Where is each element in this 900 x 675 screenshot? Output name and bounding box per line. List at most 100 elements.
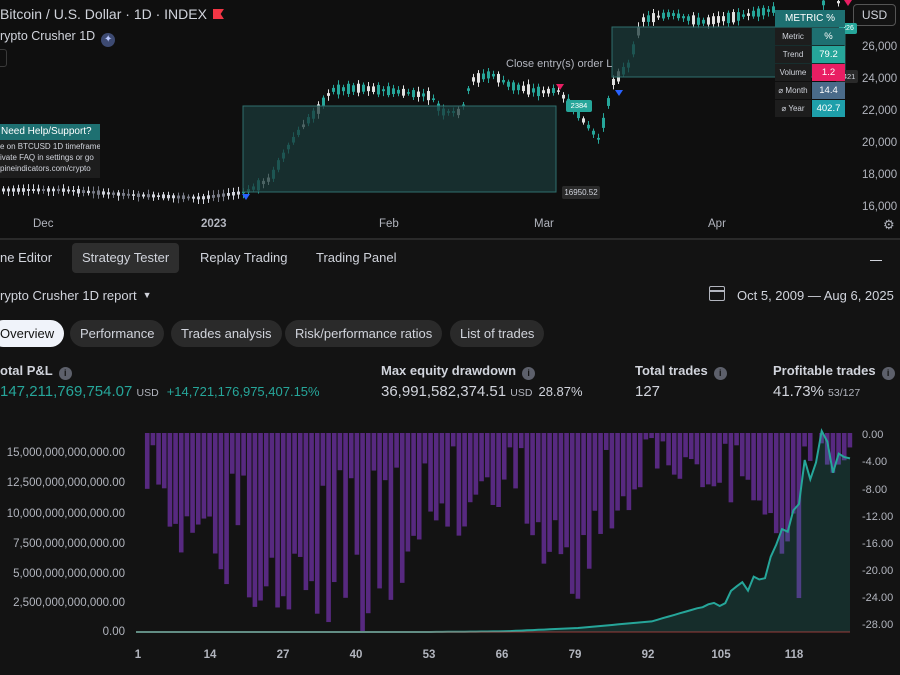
drawdown-bar	[150, 433, 156, 446]
tab-pine-editor[interactable]: ne Editor	[0, 250, 53, 265]
candle-body	[52, 188, 55, 192]
pill-performance[interactable]: Performance	[70, 320, 165, 347]
candle-body	[422, 93, 425, 97]
pill-trades-analysis[interactable]: Trades analysis	[171, 320, 282, 347]
price-chart[interactable]: Bitcoin / U.S. Dollar · 1D · INDEX rypto…	[0, 0, 900, 238]
candle-body	[747, 13, 750, 16]
candle-body	[712, 16, 715, 25]
x-tick: Feb	[379, 218, 399, 230]
candle-body	[382, 89, 385, 92]
tab-trading-panel[interactable]: Trading Panel	[316, 250, 397, 265]
report-selector[interactable]: rypto Crusher 1D report ▼	[0, 288, 152, 303]
candle-body	[562, 94, 565, 99]
metric-label: Volume	[775, 64, 811, 81]
drawdown-bar	[785, 433, 790, 542]
minimize-icon[interactable]	[870, 260, 882, 261]
candle-body	[407, 92, 410, 94]
y-right-tick: 0.00	[862, 429, 884, 441]
drawdown-bar	[802, 433, 807, 447]
candle-body	[12, 188, 15, 192]
y-left-tick: 10,000,000,000,000.00	[6, 508, 125, 520]
symbol-title[interactable]: Bitcoin / U.S. Dollar · 1D · INDEX	[0, 6, 224, 22]
candle-body	[582, 118, 585, 123]
candle-body	[757, 8, 760, 17]
candle-body	[727, 12, 730, 24]
candle-body	[102, 191, 105, 195]
y-left-tick: 15,000,000,000,000.00	[6, 447, 125, 459]
y-right-tick: -8.00	[862, 484, 888, 496]
drawdown-bar	[484, 433, 490, 478]
indicator-legend[interactable]: rypto Crusher 1D ✦	[0, 29, 116, 47]
drawdown-bar	[649, 433, 654, 439]
currency-button[interactable]: USD	[853, 4, 896, 26]
drawdown-bar	[728, 433, 734, 503]
candle-body	[202, 196, 205, 200]
pill-list-of-trades[interactable]: List of trades	[450, 320, 545, 347]
candle-body	[702, 19, 705, 24]
candle-body	[7, 188, 10, 192]
drawdown-bar	[796, 433, 802, 599]
candle-body	[157, 195, 160, 198]
candle-body	[697, 17, 700, 25]
metric-value: %	[812, 28, 845, 45]
candle-body	[577, 110, 580, 119]
drawdown-bar	[586, 433, 592, 569]
info-icon[interactable]: i	[522, 367, 536, 380]
drawdown-bar	[739, 433, 745, 477]
date-range[interactable]: Oct 5, 2009 — Aug 6, 2025	[737, 288, 894, 303]
calendar-icon[interactable]	[709, 286, 725, 301]
x-tick: 14	[203, 649, 217, 661]
tab-replay-trading[interactable]: Replay Trading	[200, 250, 288, 265]
drawdown-bar	[558, 433, 564, 555]
sparkle-icon[interactable]: ✦	[101, 33, 116, 47]
info-icon[interactable]: i	[881, 367, 895, 380]
candle-body	[127, 193, 130, 196]
pill-overview[interactable]: Overview	[0, 320, 65, 347]
y-tick: 18,000	[862, 169, 898, 181]
drawdown-bar	[428, 433, 433, 512]
collapse-toggle[interactable]	[0, 49, 7, 67]
candle-body	[62, 188, 65, 192]
drawdown-bar	[683, 433, 688, 458]
candle-body	[717, 16, 720, 23]
candle-body	[487, 71, 490, 79]
price-chart-canvas[interactable]	[0, 0, 900, 238]
info-icon[interactable]: i	[713, 367, 727, 380]
gear-icon[interactable]: ⚙	[883, 217, 895, 232]
flag-icon[interactable]	[212, 9, 224, 19]
candle-body	[762, 7, 765, 16]
chevron-down-icon[interactable]: ▼	[142, 290, 152, 300]
candle-body	[387, 86, 390, 96]
candle-body	[542, 90, 545, 94]
drawdown-bar	[637, 433, 643, 488]
candle-body	[397, 89, 400, 94]
sell-marker-icon	[844, 0, 852, 6]
profitable-label: Profitable trades i	[773, 363, 895, 380]
candle-body	[772, 6, 775, 13]
candle-body	[2, 188, 5, 192]
drawdown-bar	[654, 433, 660, 469]
tab-strategy-tester[interactable]: Strategy Tester	[72, 243, 180, 273]
drawdown-bar	[144, 433, 150, 489]
drawdown-bar	[609, 433, 615, 529]
y-right-tick: -20.00	[862, 565, 894, 577]
candle-body	[22, 188, 25, 192]
buy-marker-icon	[242, 194, 250, 200]
drawdown-bar	[156, 433, 161, 485]
candle-body	[512, 82, 515, 91]
equity-chart[interactable]	[0, 425, 900, 675]
candle-body	[517, 84, 520, 91]
drawdown-bar	[830, 433, 836, 473]
candle-body	[652, 13, 655, 23]
candle-body	[412, 90, 415, 98]
candle-body	[177, 195, 180, 199]
pnl-value: 147,211,769,754.07 USD +14,721,176,975,40…	[0, 383, 320, 400]
drawdown-bar	[620, 433, 626, 497]
candle-body	[137, 193, 140, 198]
x-tick: 105	[711, 649, 731, 661]
candle-body	[767, 9, 770, 12]
info-icon[interactable]: i	[58, 367, 72, 380]
pill-risk-ratios[interactable]: Risk/performance ratios	[285, 320, 443, 347]
candle-body	[522, 85, 525, 92]
drawdown-bar	[779, 433, 785, 554]
